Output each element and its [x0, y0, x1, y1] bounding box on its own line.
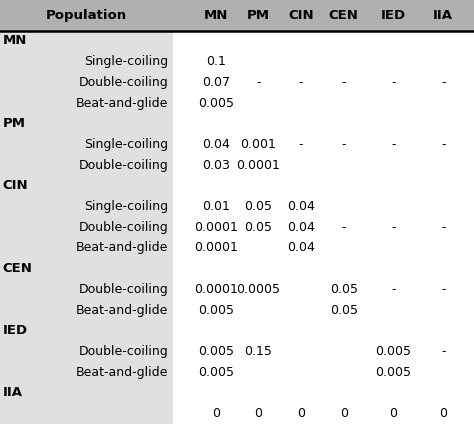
Text: Single-coiling: Single-coiling [84, 55, 168, 68]
Bar [173, 341, 474, 362]
Text: -: - [441, 283, 446, 296]
Text: CIN: CIN [2, 179, 28, 192]
Text: 0.15: 0.15 [245, 345, 272, 358]
Text: IIA: IIA [433, 9, 453, 22]
Text: CIN: CIN [288, 9, 314, 22]
Text: IIA: IIA [2, 386, 22, 399]
Text: 0: 0 [255, 407, 262, 420]
Text: -: - [391, 283, 396, 296]
Text: -: - [341, 221, 346, 234]
Text: 0.005: 0.005 [375, 366, 411, 379]
Text: PM: PM [2, 117, 26, 130]
Text: 0.05: 0.05 [244, 200, 273, 213]
Text: 0.04: 0.04 [287, 221, 315, 234]
Text: Double-coiling: Double-coiling [79, 221, 168, 234]
Text: -: - [441, 221, 446, 234]
Text: 0: 0 [390, 407, 397, 420]
Text: 0: 0 [340, 407, 347, 420]
Text: 0.1: 0.1 [206, 55, 226, 68]
Text: Single-coiling: Single-coiling [84, 200, 168, 213]
Bar [173, 258, 474, 279]
Text: 0.0001: 0.0001 [194, 283, 237, 296]
Text: -: - [441, 76, 446, 89]
Text: Beat-and-glide: Beat-and-glide [76, 97, 168, 109]
Text: Single-coiling: Single-coiling [84, 138, 168, 151]
Bar [173, 217, 474, 237]
Text: MN: MN [2, 34, 27, 47]
Text: Beat-and-glide: Beat-and-glide [76, 366, 168, 379]
Bar [173, 362, 474, 382]
Bar [173, 93, 474, 113]
Text: 0.005: 0.005 [198, 97, 234, 109]
Text: Double-coiling: Double-coiling [79, 345, 168, 358]
Text: 0.03: 0.03 [202, 159, 229, 172]
Text: -: - [341, 76, 346, 89]
Bar [173, 382, 474, 403]
Text: -: - [341, 138, 346, 151]
Text: 0.0001: 0.0001 [237, 159, 280, 172]
Text: 0.05: 0.05 [329, 283, 358, 296]
Bar [173, 321, 474, 341]
Text: 0.04: 0.04 [287, 242, 315, 254]
Text: -: - [441, 345, 446, 358]
Text: 0: 0 [439, 407, 447, 420]
Text: 0.005: 0.005 [375, 345, 411, 358]
Text: 0: 0 [212, 407, 219, 420]
Text: CEN: CEN [328, 9, 359, 22]
Bar [173, 51, 474, 72]
Text: CEN: CEN [2, 262, 32, 275]
Bar [173, 31, 474, 51]
Text: Population: Population [46, 9, 127, 22]
Text: -: - [299, 138, 303, 151]
Text: 0.0005: 0.0005 [237, 283, 280, 296]
Text: 0.05: 0.05 [329, 304, 358, 317]
Text: PM: PM [247, 9, 270, 22]
Text: 0.005: 0.005 [198, 366, 234, 379]
Text: Double-coiling: Double-coiling [79, 159, 168, 172]
Text: IED: IED [2, 324, 27, 338]
Text: -: - [391, 221, 396, 234]
Text: Beat-and-glide: Beat-and-glide [76, 304, 168, 317]
Text: Double-coiling: Double-coiling [79, 283, 168, 296]
Bar [173, 403, 474, 424]
Bar [0, 0, 474, 31]
Text: MN: MN [203, 9, 228, 22]
Bar [173, 237, 474, 258]
Text: Double-coiling: Double-coiling [79, 76, 168, 89]
Text: IED: IED [381, 9, 406, 22]
Bar [0, 31, 173, 424]
Text: Beat-and-glide: Beat-and-glide [76, 242, 168, 254]
Text: 0.04: 0.04 [287, 200, 315, 213]
Bar [173, 300, 474, 321]
Text: 0.01: 0.01 [202, 200, 229, 213]
Text: -: - [441, 138, 446, 151]
Text: 0.07: 0.07 [201, 76, 230, 89]
Bar [173, 72, 474, 93]
Text: -: - [256, 76, 261, 89]
Text: -: - [299, 76, 303, 89]
Bar [173, 113, 474, 134]
Text: 0: 0 [297, 407, 305, 420]
Bar [173, 134, 474, 155]
Text: -: - [391, 138, 396, 151]
Bar [173, 196, 474, 217]
Bar [173, 279, 474, 300]
Text: 0.0001: 0.0001 [194, 221, 237, 234]
Bar [173, 155, 474, 176]
Text: 0.0001: 0.0001 [194, 242, 237, 254]
Text: 0.04: 0.04 [202, 138, 229, 151]
Text: -: - [391, 76, 396, 89]
Text: 0.005: 0.005 [198, 345, 234, 358]
Text: 0.05: 0.05 [244, 221, 273, 234]
Text: 0.001: 0.001 [240, 138, 276, 151]
Bar [173, 176, 474, 196]
Text: 0.005: 0.005 [198, 304, 234, 317]
